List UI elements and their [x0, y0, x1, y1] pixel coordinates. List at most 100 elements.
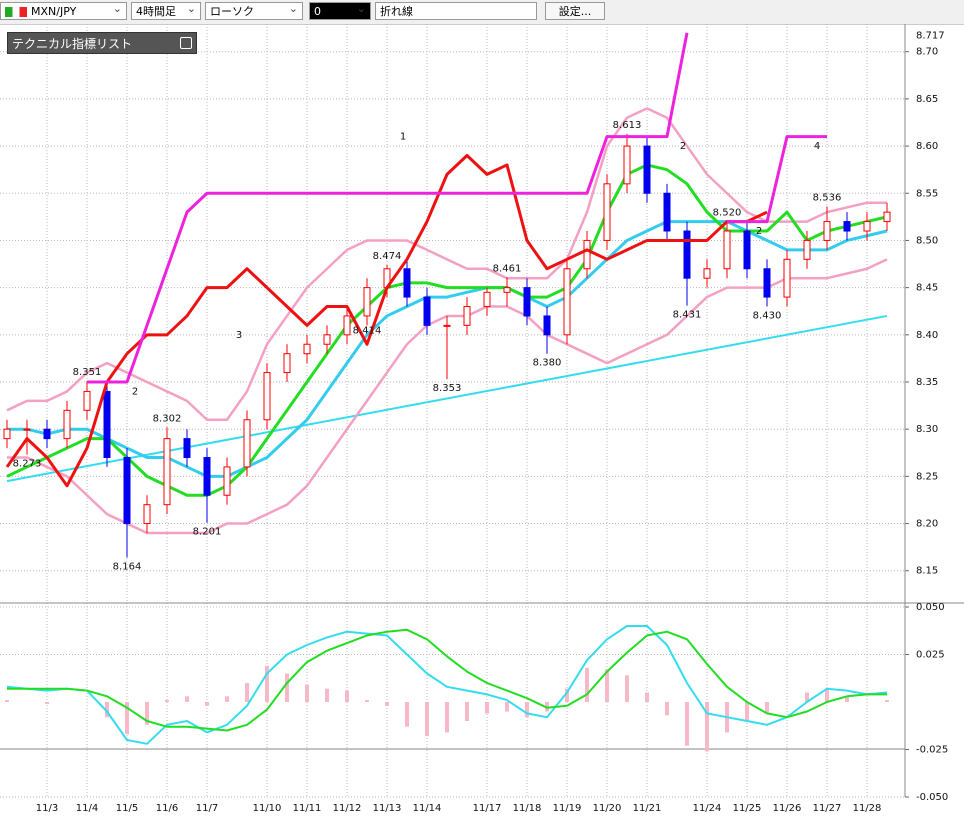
y-tick-label: 8.50	[916, 235, 938, 246]
candle-body	[863, 221, 871, 232]
symbol-select[interactable]: MXN/JPY	[0, 2, 127, 20]
candle-body	[243, 419, 251, 468]
candle-body	[483, 291, 491, 308]
candle-body	[23, 428, 31, 431]
flag-icon	[5, 7, 27, 17]
histogram-bar	[165, 700, 169, 702]
line-type-field[interactable]: 折れ線	[375, 2, 537, 20]
candle-body	[183, 438, 191, 458]
toolbar: MXN/JPY 4時間足 ローソク 0 折れ線 設定...	[0, 0, 964, 25]
count-select[interactable]: 0	[309, 2, 371, 20]
y-tick-label: -0.050	[916, 792, 948, 803]
swing-label: 8.474	[373, 251, 402, 262]
swing-label: 8.431	[673, 310, 702, 321]
macd-line	[6, 625, 888, 745]
x-tick-label: 11/13	[373, 803, 402, 814]
candle-body	[323, 334, 331, 345]
candle-body	[83, 390, 91, 411]
y-tick-label: 0.050	[916, 602, 945, 613]
histogram-bar	[685, 702, 689, 746]
indicator-line	[6, 163, 888, 497]
histogram-bar	[265, 665, 269, 702]
candle-body	[343, 315, 351, 336]
y-tick-label: -0.025	[916, 745, 948, 756]
indicator-line	[6, 107, 887, 422]
x-tick-label: 11/18	[513, 803, 542, 814]
histogram-bar	[485, 702, 489, 714]
swing-label: 8.201	[193, 527, 222, 538]
candle-body	[743, 230, 751, 270]
swing-label: 8.302	[153, 413, 182, 424]
histogram-bar	[745, 702, 749, 721]
swing-label: 8.520	[713, 208, 742, 219]
histogram-bar	[225, 696, 229, 702]
x-tick-label: 11/21	[633, 803, 662, 814]
panel-icon[interactable]	[180, 37, 192, 49]
candle-body	[603, 183, 611, 241]
y-tick-label: 8.55	[916, 188, 938, 199]
chart-style: ローソク	[210, 5, 254, 18]
indicator-line	[7, 220, 888, 478]
histogram-bar	[105, 702, 109, 718]
x-tick-label: 11/28	[853, 803, 882, 814]
y-tick-label: 8.15	[916, 566, 938, 577]
y-tick-label: 8.65	[916, 94, 938, 105]
swing-label: 8.351	[73, 367, 102, 378]
wave-label: 4	[814, 141, 820, 152]
candle-body	[103, 390, 111, 458]
candle-body	[403, 268, 411, 298]
candle-body	[3, 428, 11, 440]
candle-body	[363, 287, 371, 317]
x-tick-label: 11/25	[733, 803, 762, 814]
y-tick-label: 8.35	[916, 377, 938, 388]
x-tick-label: 11/3	[36, 803, 58, 814]
candle-body	[463, 306, 471, 326]
candle-body	[203, 457, 211, 496]
histogram-bar	[365, 700, 369, 702]
timeframe-select[interactable]: 4時間足	[131, 2, 201, 20]
chart-style-select[interactable]: ローソク	[205, 2, 303, 20]
candle-body	[783, 258, 791, 298]
swing-label: 8.461	[493, 263, 522, 274]
histogram-bar	[765, 702, 769, 714]
x-tick-label: 11/7	[196, 803, 218, 814]
settings-label: 設定...	[558, 5, 592, 18]
x-tick-label: 11/26	[773, 803, 802, 814]
y-tick-label: 0.025	[916, 650, 945, 661]
x-tick-label: 11/4	[76, 803, 98, 814]
histogram-bar	[885, 700, 889, 702]
histogram-bar	[565, 688, 569, 702]
swing-label: 8.613	[613, 120, 642, 131]
swing-label: 8.164	[113, 562, 142, 573]
x-tick-label: 11/10	[253, 803, 282, 814]
count: 0	[314, 5, 321, 18]
x-tick-label: 11/11	[293, 803, 322, 814]
candle-body	[843, 221, 851, 232]
swing-label: 8.353	[433, 383, 462, 394]
histogram-bar	[205, 702, 209, 706]
y-tick-label: 8.40	[916, 330, 938, 341]
swing-label: 8.414	[353, 326, 382, 337]
histogram-bar	[245, 683, 249, 702]
settings-button[interactable]: 設定...	[545, 2, 605, 20]
candle-body	[163, 438, 171, 506]
indicator-line	[7, 258, 888, 535]
swing-label: 8.430	[753, 311, 782, 322]
overlay-line	[87, 32, 827, 384]
candle-body	[663, 192, 671, 232]
histogram-bar	[325, 688, 329, 702]
candle-body	[503, 287, 511, 293]
candle-body	[543, 315, 551, 336]
x-tick-label: 11/6	[156, 803, 178, 814]
candle-body	[563, 268, 571, 336]
candle-body	[723, 230, 731, 270]
histogram-bar	[425, 702, 429, 737]
wave-label: 1	[400, 132, 406, 143]
swing-label: 8.380	[533, 358, 562, 369]
candle-body	[63, 409, 71, 440]
wave-label: 2	[756, 226, 762, 237]
histogram-bar	[445, 702, 449, 733]
histogram-bar	[585, 667, 589, 702]
x-tick-label: 11/17	[473, 803, 502, 814]
indicator-panel[interactable]: テクニカル指標リスト	[7, 32, 197, 54]
